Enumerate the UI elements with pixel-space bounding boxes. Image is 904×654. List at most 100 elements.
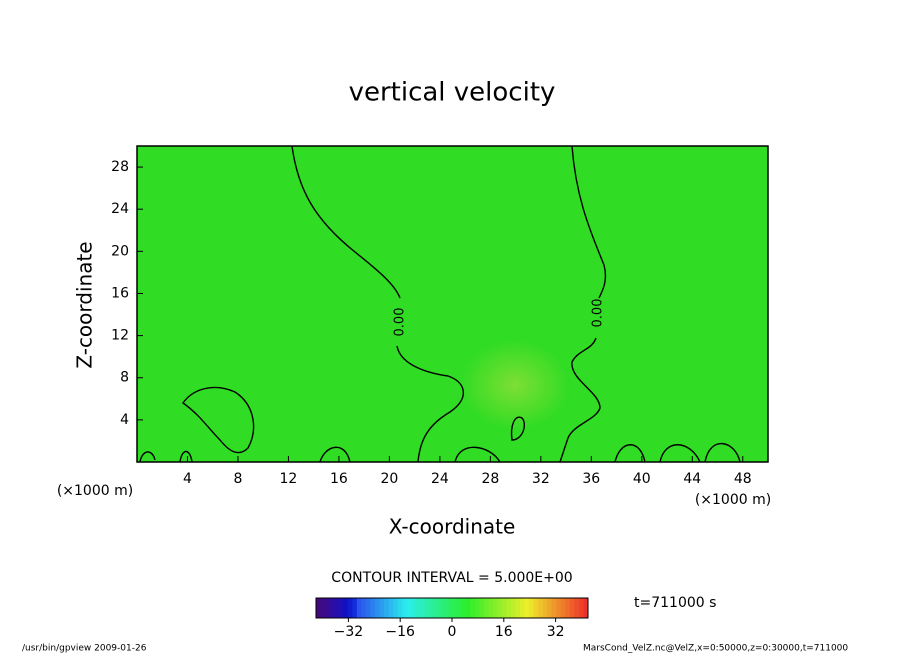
colorbar-cell — [420, 598, 426, 618]
x-tick-label: 32 — [532, 471, 550, 487]
colorbar-cell — [510, 598, 516, 618]
colorbar-cell — [438, 598, 444, 618]
colorbar-cell — [433, 598, 439, 618]
colorbar-cell — [551, 598, 557, 618]
colorbar-cell — [542, 598, 548, 618]
contour-line — [396, 345, 464, 463]
colorbar-cell — [365, 598, 371, 618]
colorbar-cell — [583, 598, 589, 618]
colorbar-cell — [506, 598, 512, 618]
colorbar-cell — [483, 598, 489, 618]
colorbar-tick-label: 0 — [448, 624, 457, 640]
x-tick-label: 4 — [183, 471, 192, 487]
colorbar-cell — [356, 598, 362, 618]
colorbar-cell — [501, 598, 507, 618]
contour-line — [559, 337, 601, 463]
y-tick-label: 4 — [120, 412, 129, 428]
colorbar-cell — [560, 598, 566, 618]
x-tick-label: 48 — [734, 471, 752, 487]
colorbar-tick-label: −16 — [385, 624, 415, 640]
colorbar-cell — [402, 598, 408, 618]
colorbar-cell — [424, 598, 430, 618]
colorbar-cell — [452, 598, 458, 618]
colorbar-cell — [524, 598, 530, 618]
colorbar-cell — [442, 598, 448, 618]
y-tick-label: 20 — [111, 243, 129, 259]
x-tick-label: 20 — [380, 471, 398, 487]
colorbar-cell — [474, 598, 480, 618]
colorbar-cell — [456, 598, 462, 618]
x-tick-label: 36 — [582, 471, 600, 487]
colorbar-cell — [533, 598, 539, 618]
x-unit-label: (×1000 m) — [57, 483, 133, 499]
x-axis-label: X-coordinate — [389, 515, 516, 539]
plot-field — [137, 146, 768, 462]
colorbar-cell — [461, 598, 467, 618]
colorbar-cell — [556, 598, 562, 618]
footer: /usr/bin/gpview 2009-01-26 — [22, 644, 147, 654]
colorbar-cell — [415, 598, 421, 618]
colorbar-cell — [393, 598, 399, 618]
x-tick-label: 12 — [280, 471, 298, 487]
colorbar-cell — [492, 598, 498, 618]
colorbar-cell — [406, 598, 412, 618]
plot-frame — [136, 145, 769, 463]
colorbar-cell — [316, 598, 322, 618]
colorbar-cell — [479, 598, 485, 618]
contour-label: 0.00 — [591, 299, 606, 328]
colorbar-cell — [465, 598, 471, 618]
colorbar-cell — [320, 598, 326, 618]
colorbar-cell — [325, 598, 331, 618]
colorbar-cell — [515, 598, 521, 618]
contour-line — [139, 442, 741, 463]
colorbar-cell — [370, 598, 376, 618]
chart-title: vertical velocity — [349, 78, 556, 108]
contour-line — [571, 145, 607, 299]
colorbar-cell — [334, 598, 340, 618]
colorbar-cell — [347, 598, 353, 618]
shade — [460, 340, 570, 430]
colorbar-cell — [329, 598, 335, 618]
x-tick-label: 28 — [481, 471, 499, 487]
x-tick-label: 16 — [330, 471, 348, 487]
colorbar-cell — [497, 598, 503, 618]
colorbar-cell — [397, 598, 403, 618]
colorbar: −32 −16 0 16 32 — [315, 597, 589, 640]
colorbar-tick-label: 32 — [547, 624, 565, 640]
contour-interval: CONTOUR INTERVAL = 5.000E+00 — [331, 570, 572, 586]
colorbar-cell — [379, 598, 385, 618]
y-tick-label: 24 — [111, 201, 129, 217]
y-tick-label: 16 — [111, 285, 129, 301]
colorbar-cell — [338, 598, 344, 618]
colorbar-tick-label: 16 — [495, 624, 513, 640]
colorbar-tick-label: −32 — [334, 624, 364, 640]
colorbar-cell — [470, 598, 476, 618]
x-tick-label: 8 — [233, 471, 242, 487]
colorbar-cell — [352, 598, 358, 618]
colorbar-cell — [374, 598, 380, 618]
colorbar-cell — [429, 598, 435, 618]
x-tick-label: 24 — [431, 471, 449, 487]
x-tick-label: 44 — [683, 471, 701, 487]
y-axis-label: Z-coordinate — [73, 241, 97, 368]
contours — [139, 145, 741, 463]
colorbar-cell — [574, 598, 580, 618]
colorbar-cell — [547, 598, 553, 618]
colorbar-cell — [569, 598, 575, 618]
colorbar-cell — [388, 598, 394, 618]
contour-line — [182, 386, 255, 454]
colorbar-cell — [538, 598, 544, 618]
x-tick-label: 40 — [633, 471, 651, 487]
y-tick-label: 8 — [120, 370, 129, 386]
colorbar-cell — [488, 598, 494, 618]
footer: MarsCond_VelZ.nc@VelZ,x=0:50000,z=0:3000… — [583, 644, 848, 654]
contour-label: 0.00 — [393, 308, 408, 337]
colorbar-cell — [565, 598, 571, 618]
x-unit-label: (×1000 m) — [695, 492, 771, 508]
y-tick-label: 12 — [111, 328, 129, 344]
colorbar-cell — [447, 598, 453, 618]
time-label: t=711000 s — [634, 595, 716, 611]
contour-line — [291, 145, 401, 299]
colorbar-cell — [520, 598, 526, 618]
colorbar-cell — [343, 598, 349, 618]
